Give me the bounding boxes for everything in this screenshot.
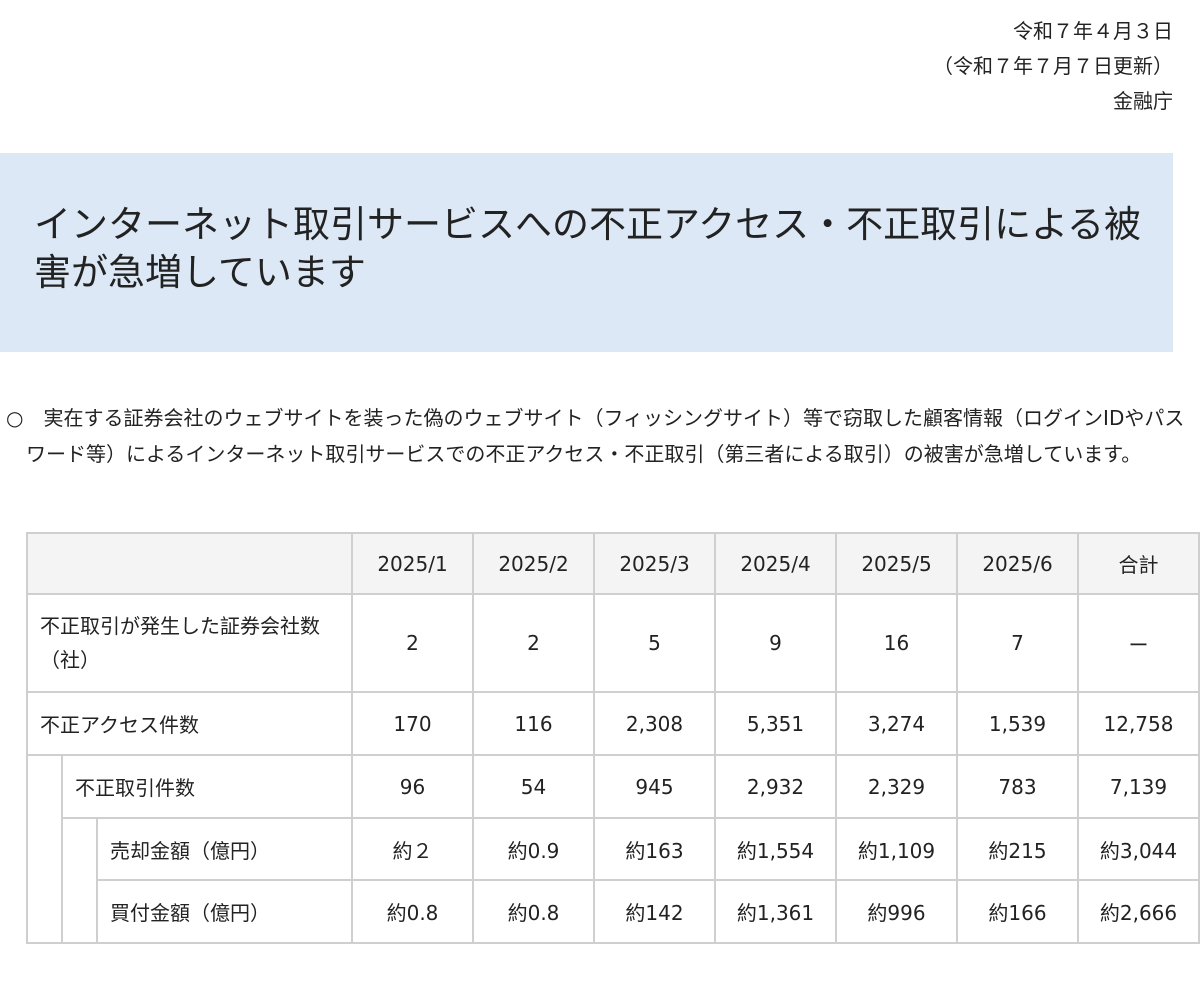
cell: 12,758: [1077, 691, 1200, 756]
cell: 約2,666: [1077, 879, 1200, 944]
cell: 約142: [593, 879, 716, 944]
table-row: 売却金額（億円） 約２ 約0.9 約163 約1,554 約1,109 約215…: [27, 817, 1200, 944]
cell: 約２: [351, 817, 474, 881]
table-row: 不正取引が発生した証券会社数（社） 2 2 5 9 16 7 ー: [26, 593, 1200, 693]
row-label: 売却金額（億円）: [96, 817, 353, 881]
row-label: 不正取引が発生した証券会社数（社）: [26, 593, 353, 693]
cell: 3,274: [835, 691, 958, 756]
cell: 約996: [835, 879, 958, 944]
update-date: （令和７年７月７日更新）: [933, 54, 1173, 78]
cell: 2: [351, 593, 474, 693]
cell: 16: [835, 593, 958, 693]
col-header: 2025/5: [835, 532, 958, 595]
indent-cell: [26, 754, 63, 944]
cell: 9: [714, 593, 837, 693]
cell: 2,932: [714, 754, 837, 819]
damage-table: 2025/1 2025/2 2025/3 2025/4 2025/5 2025/…: [26, 532, 1200, 944]
cell: 945: [593, 754, 716, 819]
agency-name: 金融庁: [1113, 89, 1173, 113]
cell: 116: [472, 691, 595, 756]
cell: 約1,109: [835, 817, 958, 881]
table-row: 不正アクセス件数 170 116 2,308 5,351 3,274 1,539…: [26, 691, 1200, 756]
row-label: 買付金額（億円）: [96, 879, 353, 944]
cell: 2,308: [593, 691, 716, 756]
col-header: 2025/1: [351, 532, 474, 595]
row-label: 不正アクセス件数: [26, 691, 353, 756]
cell: 54: [472, 754, 595, 819]
col-header: 2025/6: [956, 532, 1079, 595]
cell: 約0.9: [472, 817, 595, 881]
cell: 約3,044: [1077, 817, 1200, 881]
cell: 5,351: [714, 691, 837, 756]
cell: 約0.8: [472, 879, 595, 944]
document-meta: 令和７年４月３日 （令和７年７月７日更新） 金融庁: [933, 14, 1173, 119]
cell: 96: [351, 754, 474, 819]
cell: 7: [956, 593, 1079, 693]
col-header: 2025/4: [714, 532, 837, 595]
title-banner: インターネット取引サービスへの不正アクセス・不正取引による被害が急増しています: [0, 153, 1173, 352]
table-header-row: 2025/1 2025/2 2025/3 2025/4 2025/5 2025/…: [26, 532, 1200, 595]
cell: 170: [351, 691, 474, 756]
cell: 1,539: [956, 691, 1079, 756]
cell: ー: [1077, 593, 1200, 693]
cell: 2,329: [835, 754, 958, 819]
cell: 783: [956, 754, 1079, 819]
indent-cell: [61, 817, 98, 944]
issue-date: 令和７年４月３日: [1013, 19, 1173, 43]
cell: 約0.8: [351, 879, 474, 944]
col-header: 2025/2: [472, 532, 595, 595]
cell: 約1,554: [714, 817, 837, 881]
cell: 約163: [593, 817, 716, 881]
row-label: 不正取引件数: [61, 754, 353, 819]
intro-paragraph: ○ 実在する証券会社のウェブサイトを装った偽のウェブサイト（フィッシングサイト）…: [6, 406, 1185, 466]
cell: 5: [593, 593, 716, 693]
table-row: 不正取引件数 96 54 945 2,932 2,329 783 7,139: [26, 754, 1200, 944]
col-header: 合計: [1077, 532, 1200, 595]
cell: 約166: [956, 879, 1079, 944]
table-row: 買付金額（億円） 約0.8 約0.8 約142 約1,361 約996 約166…: [27, 879, 1200, 944]
col-header: 2025/3: [593, 532, 716, 595]
cell: 7,139: [1077, 754, 1200, 819]
page-title: インターネット取引サービスへの不正アクセス・不正取引による被害が急増しています: [34, 203, 1142, 294]
cell: 約215: [956, 817, 1079, 881]
cell: 約1,361: [714, 879, 837, 944]
cell: 2: [472, 593, 595, 693]
header-corner: [26, 532, 353, 595]
